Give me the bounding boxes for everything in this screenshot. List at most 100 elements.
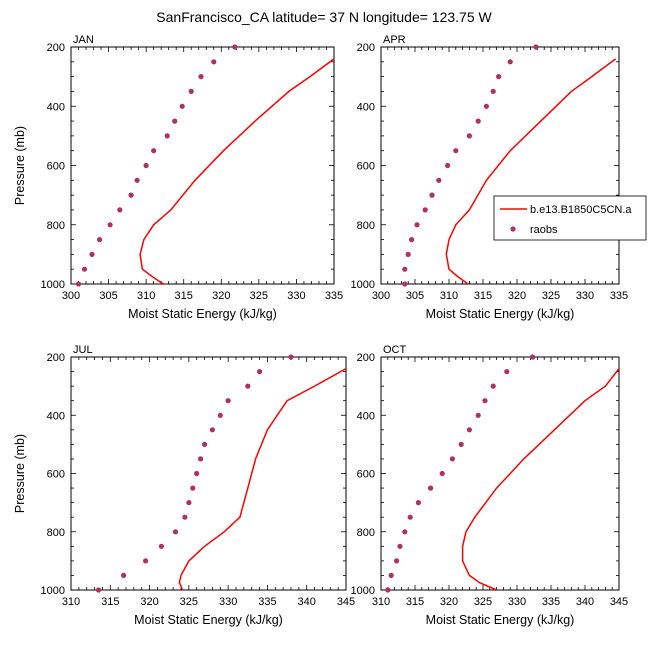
legend-model-label: b.e13.B1850C5CN.a bbox=[530, 204, 632, 216]
raobs-point-oct bbox=[394, 558, 400, 564]
raobs-point-apr bbox=[453, 148, 459, 154]
y-tick-label: 600 bbox=[357, 469, 375, 481]
x-tick-label: 330 bbox=[219, 596, 237, 608]
raobs-point-oct bbox=[466, 427, 472, 433]
y-tick-label: 800 bbox=[47, 220, 65, 232]
raobs-point-jul bbox=[217, 412, 223, 418]
raobs-point-apr bbox=[405, 251, 411, 257]
x-tick-label: 340 bbox=[298, 596, 316, 608]
x-axis-title: Moist Static Energy (kJ/kg) bbox=[426, 307, 575, 321]
x-axis-title: Moist Static Energy (kJ/kg) bbox=[426, 613, 575, 627]
raobs-point-oct bbox=[449, 456, 455, 462]
x-axis-title: Moist Static Energy (kJ/kg) bbox=[134, 613, 283, 627]
raobs-point-oct bbox=[407, 514, 413, 520]
raobs-point-jan bbox=[151, 148, 157, 154]
y-tick-label: 800 bbox=[357, 220, 375, 232]
raobs-point-apr bbox=[490, 88, 496, 94]
raobs-point-oct bbox=[388, 572, 394, 579]
model-line-jan bbox=[139, 58, 334, 284]
raobs-point-jan bbox=[134, 177, 140, 183]
x-tick-label: 340 bbox=[576, 596, 594, 608]
raobs-point-apr bbox=[414, 222, 420, 228]
raobs-point-apr bbox=[483, 103, 489, 109]
x-tick-label: 315 bbox=[101, 596, 119, 608]
raobs-point-jan bbox=[128, 192, 134, 198]
raobs-point-jan bbox=[107, 222, 113, 228]
raobs-point-jan bbox=[117, 207, 123, 213]
y-tick-label: 1000 bbox=[351, 585, 375, 597]
raobs-point-jan bbox=[81, 266, 88, 272]
raobs-point-oct bbox=[482, 398, 488, 404]
raobs-point-oct bbox=[475, 412, 481, 418]
panel-title-apr: APR bbox=[383, 34, 406, 46]
raobs-point-jul bbox=[121, 572, 127, 579]
x-tick-label: 315 bbox=[406, 596, 424, 608]
raobs-point-apr bbox=[475, 118, 481, 124]
raobs-point-jul bbox=[257, 369, 263, 375]
raobs-point-oct bbox=[385, 587, 391, 593]
x-tick-label: 300 bbox=[62, 290, 80, 302]
x-tick-label: 320 bbox=[212, 290, 230, 302]
x-tick-label: 325 bbox=[474, 596, 492, 608]
y-tick-label: 400 bbox=[357, 410, 375, 422]
raobs-point-jul bbox=[172, 529, 179, 535]
x-tick-label: 305 bbox=[99, 290, 117, 302]
x-tick-label: 320 bbox=[440, 596, 458, 608]
raobs-point-jul bbox=[209, 427, 215, 433]
y-tick-label: 200 bbox=[47, 42, 65, 54]
legend-obs-marker bbox=[510, 226, 516, 232]
y-tick-label: 1000 bbox=[351, 279, 375, 291]
y-axis-title: Pressure (mb) bbox=[13, 126, 27, 205]
x-tick-label: 345 bbox=[610, 596, 628, 608]
raobs-point-jan bbox=[75, 281, 82, 287]
raobs-point-jul bbox=[245, 383, 251, 389]
raobs-point-apr bbox=[533, 44, 539, 50]
raobs-point-jan bbox=[179, 103, 185, 109]
raobs-point-jul bbox=[202, 441, 208, 447]
x-tick-label: 305 bbox=[406, 290, 424, 302]
y-tick-label: 200 bbox=[357, 42, 375, 54]
y-tick-label: 400 bbox=[47, 101, 65, 113]
x-tick-label: 335 bbox=[258, 596, 276, 608]
x-tick-label: 300 bbox=[372, 290, 390, 302]
x-axis-title: Moist Static Energy (kJ/kg) bbox=[128, 307, 277, 321]
y-tick-label: 800 bbox=[357, 527, 375, 539]
y-tick-label: 800 bbox=[47, 527, 65, 539]
x-tick-label: 315 bbox=[175, 290, 193, 302]
x-tick-label: 310 bbox=[440, 290, 458, 302]
raobs-point-oct bbox=[458, 441, 464, 447]
raobs-point-oct bbox=[490, 383, 496, 389]
model-line-apr bbox=[445, 58, 617, 284]
raobs-point-apr bbox=[402, 281, 408, 287]
raobs-point-jul bbox=[95, 587, 102, 593]
raobs-point-apr bbox=[507, 59, 513, 65]
raobs-point-jul bbox=[198, 456, 204, 462]
raobs-point-oct bbox=[428, 485, 434, 491]
x-tick-label: 335 bbox=[325, 290, 343, 302]
raobs-point-apr bbox=[422, 207, 428, 213]
raobs-point-oct bbox=[439, 470, 445, 477]
x-tick-label: 330 bbox=[508, 596, 526, 608]
raobs-point-jul bbox=[186, 500, 192, 506]
legend: b.e13.B1850C5CN.a raobs bbox=[493, 195, 647, 241]
raobs-point-jul bbox=[225, 398, 231, 404]
model-line-oct bbox=[461, 368, 619, 590]
figure-title: SanFrancisco_CA latitude= 37 N longitude… bbox=[156, 9, 492, 25]
raobs-point-apr bbox=[402, 266, 408, 272]
raobs-point-apr bbox=[466, 133, 472, 139]
panels: JAN 300 305 310 315 320 325 330 335 200 400 600 800 1… bbox=[13, 34, 628, 627]
raobs-point-jul bbox=[182, 514, 188, 520]
x-tick-label: 335 bbox=[542, 596, 560, 608]
y-tick-label: 600 bbox=[47, 161, 65, 173]
raobs-point-jan bbox=[97, 237, 103, 243]
raobs-point-apr bbox=[409, 237, 415, 243]
y-tick-label: 200 bbox=[47, 352, 65, 364]
x-tick-label: 325 bbox=[250, 290, 268, 302]
legend-box bbox=[493, 195, 647, 241]
raobs-point-jan bbox=[164, 133, 170, 139]
plot-frame bbox=[70, 46, 335, 285]
raobs-point-jul bbox=[143, 558, 149, 564]
x-tick-label: 325 bbox=[180, 596, 198, 608]
x-tick-label: 310 bbox=[372, 596, 390, 608]
raobs-point-oct bbox=[402, 529, 408, 535]
